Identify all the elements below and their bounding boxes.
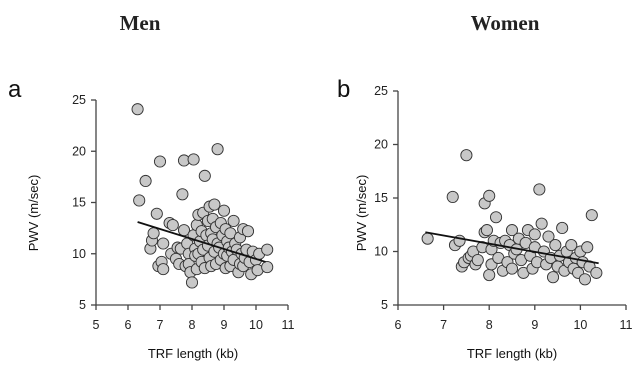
x-tick-label: 7 — [157, 318, 164, 332]
data-point — [187, 153, 200, 166]
y-tick-label: 25 — [72, 93, 86, 107]
data-point — [185, 276, 199, 289]
y-axis-label: PWV (m/sec) — [354, 175, 369, 252]
data-point — [211, 143, 224, 156]
data-point — [546, 271, 560, 284]
data-point — [208, 198, 221, 211]
data-point — [542, 230, 555, 243]
data-point — [157, 237, 170, 250]
x-axis-label: TRF length (kb) — [148, 346, 238, 361]
data-point — [535, 217, 548, 230]
trend-line — [425, 231, 599, 265]
data-point — [585, 209, 598, 222]
data-point — [153, 155, 167, 168]
data-point — [157, 263, 170, 276]
y-tick-label: 20 — [374, 138, 388, 152]
x-tick-label: 9 — [531, 318, 538, 332]
data-point — [581, 241, 594, 254]
x-tick-label: 8 — [189, 318, 196, 332]
data-point — [261, 261, 274, 274]
x-tick-label: 10 — [249, 318, 263, 332]
data-point — [556, 221, 569, 235]
data-point — [565, 239, 578, 252]
axes-frame — [397, 91, 626, 306]
data-point — [133, 194, 146, 207]
data-point — [176, 188, 189, 201]
y-ticks: 5 10 15 20 25 — [72, 93, 96, 312]
x-tick-label: 8 — [486, 318, 493, 332]
data-point — [578, 273, 592, 286]
data-point — [261, 243, 274, 256]
data-point — [147, 227, 160, 240]
y-tick-label: 25 — [374, 84, 388, 98]
panel-header-women: Women — [471, 11, 540, 35]
panel-label-b: b — [337, 76, 350, 103]
data-point — [489, 211, 503, 224]
data-point — [590, 266, 603, 279]
data-point — [505, 224, 519, 237]
panel-header-men: Men — [120, 11, 161, 35]
x-ticks: 6 7 8 9 10 11 — [395, 305, 632, 332]
data-point — [483, 268, 496, 282]
x-ticks: 5 6 7 8 9 10 11 — [93, 305, 295, 332]
x-tick-label: 9 — [221, 318, 228, 332]
data-point — [139, 174, 152, 188]
x-tick-label: 6 — [125, 318, 132, 332]
data-point — [505, 262, 519, 275]
x-tick-label: 7 — [440, 318, 447, 332]
data-point — [460, 149, 473, 162]
x-tick-label: 5 — [93, 318, 100, 332]
y-tick-label: 5 — [381, 298, 388, 312]
y-tick-label: 10 — [72, 247, 86, 261]
data-point — [471, 254, 484, 267]
data-point — [421, 232, 434, 245]
y-tick-label: 15 — [72, 196, 86, 210]
data-point — [150, 207, 163, 220]
y-axis-label: PWV (m/sec) — [26, 175, 41, 252]
x-tick-label: 10 — [573, 318, 587, 332]
data-point — [528, 228, 541, 241]
data-point — [166, 218, 179, 232]
data-point — [198, 169, 211, 182]
data-point — [446, 190, 459, 203]
data-point — [241, 225, 255, 238]
axes-frame — [95, 100, 288, 306]
data-point — [533, 183, 546, 196]
data-point — [227, 214, 240, 227]
y-tick-label: 5 — [79, 298, 86, 312]
x-tick-label: 11 — [282, 318, 295, 332]
y-ticks: 5 10 15 20 25 — [374, 84, 398, 312]
panel-label-a: a — [8, 76, 22, 103]
data-point — [217, 204, 231, 217]
scatter-points — [421, 149, 603, 286]
y-tick-label: 15 — [374, 191, 388, 205]
scatter-points — [131, 103, 274, 289]
panel-men: Men a PWV (m/sec) TRF length (kb) 5 10 15 2… — [8, 11, 295, 361]
x-axis-label: TRF length (kb) — [467, 346, 557, 361]
x-tick-label: 11 — [620, 318, 632, 332]
y-tick-label: 10 — [374, 245, 388, 259]
y-tick-label: 20 — [72, 144, 86, 158]
data-point — [483, 189, 496, 202]
x-tick-label: 6 — [395, 318, 402, 332]
data-point — [549, 239, 562, 252]
data-point — [480, 224, 493, 237]
data-point — [131, 103, 144, 116]
panel-women: Women b PWV (m/sec) TRF length (kb) 5 10 1… — [337, 11, 632, 361]
trend-line — [137, 221, 266, 263]
